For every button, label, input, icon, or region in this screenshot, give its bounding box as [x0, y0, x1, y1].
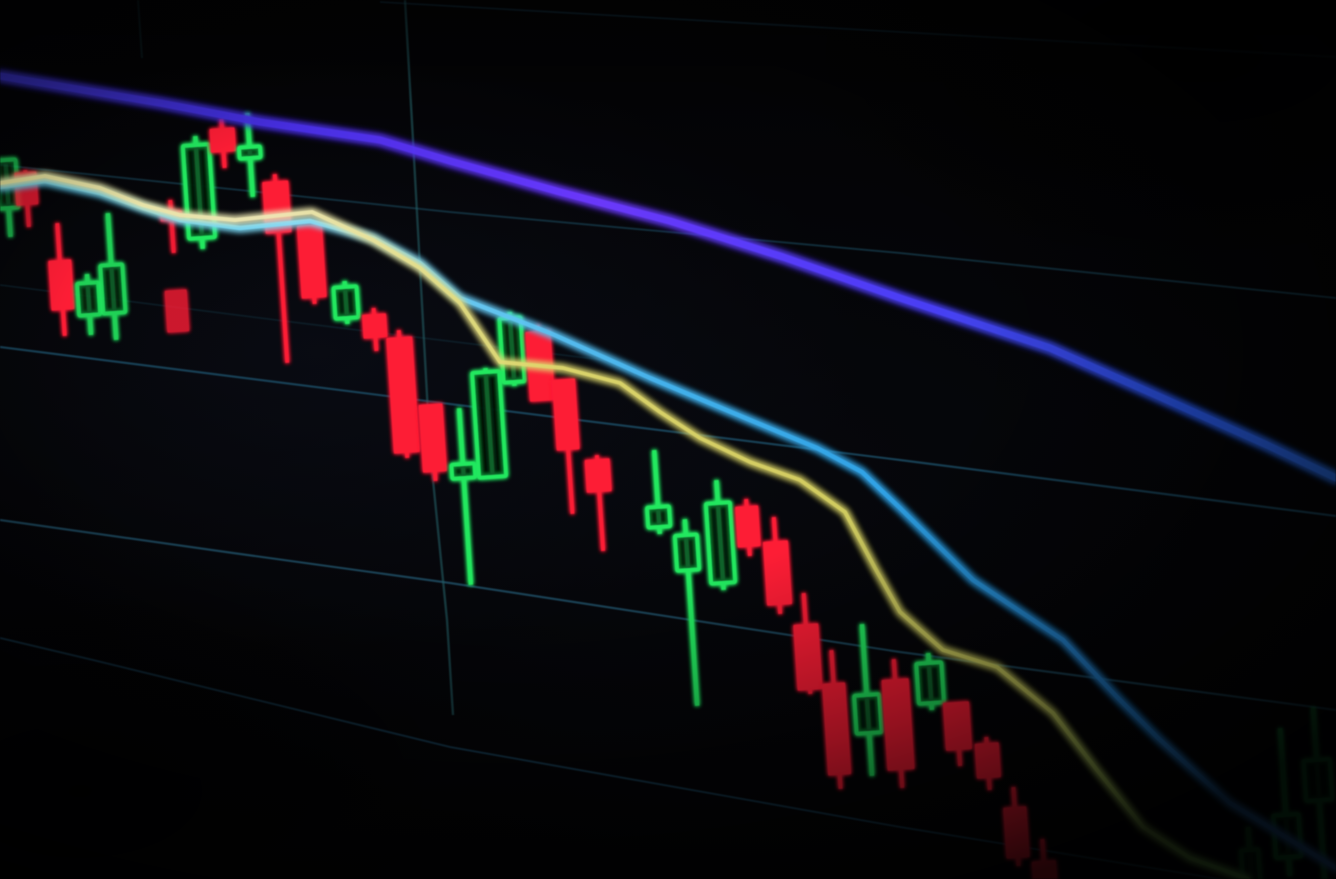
- bullish-candle: [645, 449, 673, 535]
- gridline-top: [379, 1, 1336, 58]
- candle-body: [164, 289, 190, 333]
- bearish-candle: [262, 174, 292, 363]
- bearish-candle: [974, 736, 1001, 791]
- bearish-candle: [762, 516, 793, 615]
- candle-body: [974, 742, 1001, 779]
- candle-body: [209, 127, 236, 153]
- bullish-candle: [703, 479, 738, 591]
- gridline-lower: [0, 518, 1336, 712]
- bearish-candle: [822, 650, 852, 789]
- candle-body: [362, 313, 388, 339]
- gridline-middle: [0, 345, 1336, 518]
- candle-body: [735, 505, 761, 548]
- candle-body: [552, 378, 580, 451]
- candle-body: [881, 678, 915, 771]
- bullish-candle: [98, 212, 128, 341]
- bearish-candle: [418, 403, 447, 482]
- candle-body: [296, 224, 327, 299]
- candle-body: [762, 540, 793, 606]
- bearish-candle: [209, 118, 236, 169]
- bearish-candle: [552, 378, 580, 514]
- bearish-candle: [164, 289, 190, 333]
- gridline-bottom: [0, 637, 1226, 879]
- bullish-candle: [1239, 826, 1263, 879]
- bearish-candle: [942, 701, 972, 767]
- bearish-candle: [1031, 838, 1058, 879]
- candle-body: [1003, 806, 1030, 859]
- candle-body: [645, 504, 673, 530]
- bullish-candle: [914, 652, 946, 711]
- candle-body: [822, 682, 852, 776]
- bearish-candle: [48, 222, 75, 337]
- fast-ma-yellow-glow: [0, 172, 1252, 879]
- bullish-candle: [180, 135, 217, 250]
- candle-wick: [168, 199, 176, 254]
- candle-body: [1301, 757, 1335, 803]
- bullish-candle: [331, 280, 361, 325]
- bearish-candle: [881, 659, 915, 788]
- candle-body: [237, 144, 263, 161]
- candle-body: [470, 369, 509, 480]
- candle-body: [914, 660, 946, 706]
- candle-body: [1031, 860, 1058, 879]
- candle-body: [386, 336, 420, 454]
- gridline-vertical-left: [137, 0, 143, 59]
- candle-body: [418, 403, 447, 473]
- fast-ma-yellow: [0, 174, 1250, 879]
- bullish-candle: [75, 273, 103, 336]
- bearish-candle: [296, 224, 327, 305]
- candle-body: [331, 284, 361, 321]
- candle-body: [75, 280, 103, 318]
- bullish-candle: [470, 367, 509, 480]
- candle-wick: [456, 408, 474, 585]
- candle-body: [703, 500, 738, 586]
- candle-body: [852, 692, 884, 736]
- candle-body: [584, 458, 612, 493]
- bearish-candle: [793, 592, 823, 695]
- bearish-candle: [584, 454, 612, 552]
- candle-body: [793, 623, 823, 691]
- candle-body: [98, 262, 128, 316]
- candle-body: [672, 532, 702, 573]
- bearish-candle: [1003, 786, 1030, 867]
- bullish-candle: [1271, 728, 1304, 876]
- bearish-candle: [735, 498, 761, 557]
- bearish-candle: [386, 330, 420, 458]
- candle-body: [449, 461, 478, 481]
- candle-body: [942, 701, 972, 751]
- bullish-candle: [672, 519, 702, 706]
- bearish-candle: [362, 307, 388, 352]
- candle-body: [48, 259, 75, 311]
- candle-body: [497, 315, 527, 385]
